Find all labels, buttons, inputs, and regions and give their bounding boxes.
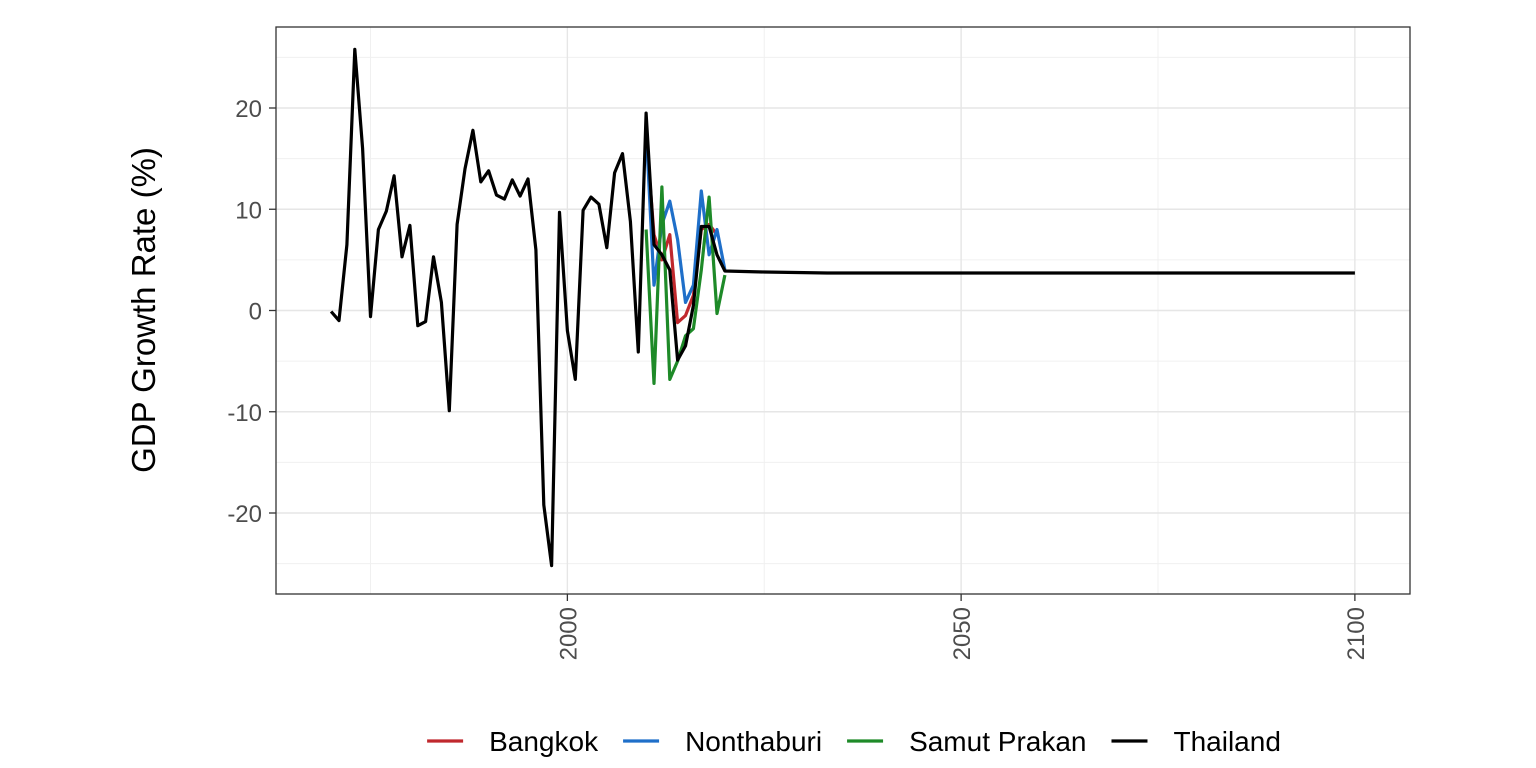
x-tick-label: 2050 bbox=[949, 607, 976, 660]
legend-label: Thailand bbox=[1173, 726, 1280, 757]
legend: Bangkok Nonthaburi Samut Prakan Thailand bbox=[427, 726, 1281, 757]
x-tick-label: 2000 bbox=[555, 607, 582, 660]
legend-label: Bangkok bbox=[489, 726, 599, 757]
y-tick-label: -20 bbox=[227, 501, 262, 528]
y-tick-label: 20 bbox=[235, 96, 262, 123]
y-tick-label: 0 bbox=[249, 299, 262, 326]
legend-item-nonthaburi: Nonthaburi bbox=[623, 726, 822, 757]
series-line-thailand bbox=[329, 47, 1355, 568]
y-axis: -20 -10 0 10 20 bbox=[227, 96, 276, 528]
series-lines bbox=[329, 47, 1355, 568]
legend-item-thailand: Thailand bbox=[1111, 726, 1281, 757]
x-tick-label: 2100 bbox=[1343, 607, 1370, 660]
legend-item-samut-prakan: Samut Prakan bbox=[847, 726, 1086, 757]
x-axis: 2000 2050 2100 bbox=[555, 594, 1370, 660]
y-tick-label: 10 bbox=[235, 197, 262, 224]
legend-label: Samut Prakan bbox=[909, 726, 1086, 757]
legend-label: Nonthaburi bbox=[685, 726, 822, 757]
legend-item-bangkok: Bangkok bbox=[427, 726, 599, 757]
y-axis-title: GDP Growth Rate (%) bbox=[125, 147, 162, 473]
y-tick-label: -10 bbox=[227, 400, 262, 427]
